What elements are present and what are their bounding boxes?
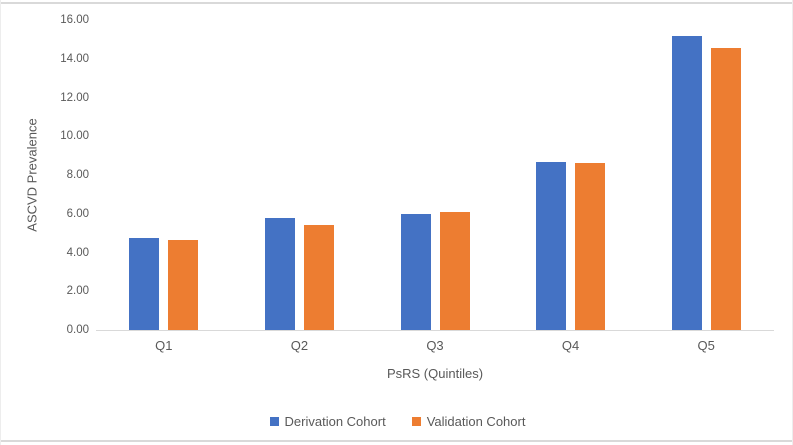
x-tick-label: Q3 xyxy=(426,338,444,353)
y-tick-label: 6.00 xyxy=(66,207,89,220)
figure-bottom-rule xyxy=(1,440,792,442)
y-tick-label: 16.00 xyxy=(60,14,89,26)
bar-q1-series-2 xyxy=(168,240,199,330)
legend-label: Validation Cohort xyxy=(426,413,526,429)
x-tick-label: Q1 xyxy=(155,338,173,353)
bar-q3-series-1 xyxy=(400,214,431,330)
legend-swatch-icon xyxy=(269,416,279,426)
bar-q4-series-2 xyxy=(575,163,606,330)
x-tick-label: Q2 xyxy=(290,338,309,353)
bar-q4-series-1 xyxy=(536,162,567,330)
y-tick-label: 10.00 xyxy=(60,130,89,143)
bar-q1-series-1 xyxy=(129,238,160,330)
legend-swatch-icon xyxy=(411,416,421,426)
x-axis-line xyxy=(96,330,774,331)
y-tick-label: 12.00 xyxy=(60,91,89,104)
y-tick-label: 2.00 xyxy=(66,285,89,298)
bar-q2-series-2 xyxy=(303,225,334,330)
bar-q5-series-1 xyxy=(671,35,702,330)
y-tick-label: 8.00 xyxy=(66,169,89,181)
legend-entry: Derivation Cohort xyxy=(269,413,386,429)
x-axis-title: PsRS (Quintiles) xyxy=(386,366,484,381)
x-tick-label: Q5 xyxy=(697,338,715,353)
y-tick-label: 0.00 xyxy=(66,324,89,336)
legend-label: Derivation Cohort xyxy=(284,413,386,429)
bar-q5-series-2 xyxy=(710,47,741,330)
legend-entry: Validation Cohort xyxy=(411,413,526,429)
plot-area xyxy=(96,20,774,331)
x-tick-label: Q4 xyxy=(561,338,580,353)
legend: Derivation Cohort Validation Cohort xyxy=(1,412,792,430)
figure-top-rule xyxy=(1,2,792,4)
bar-q3-series-2 xyxy=(439,212,470,330)
y-tick-label: 14.00 xyxy=(60,52,89,65)
y-tick-label: 4.00 xyxy=(66,246,89,259)
bar-q2-series-1 xyxy=(264,217,295,330)
